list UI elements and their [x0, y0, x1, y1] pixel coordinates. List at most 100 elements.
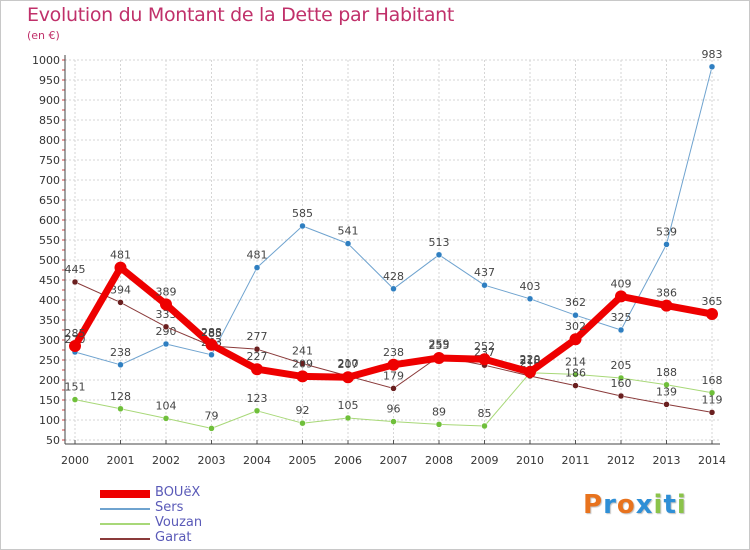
x-tick-label: 2010 — [516, 454, 544, 467]
x-tick-label: 2014 — [698, 454, 726, 467]
x-tick-label: 2008 — [425, 454, 453, 467]
data-label-vouzan: 168 — [702, 374, 723, 387]
data-label-garat: 119 — [702, 393, 723, 406]
data-point-vouzan — [572, 371, 579, 378]
y-tick-label: 1000 — [32, 54, 60, 67]
data-point-garat — [572, 382, 579, 389]
data-label-sers: 541 — [338, 225, 359, 238]
x-tick-label: 2013 — [653, 454, 681, 467]
data-point-sers — [481, 281, 488, 289]
data-point-bou-x — [160, 298, 172, 311]
data-point-garat — [253, 345, 261, 353]
data-label-sers: 362 — [565, 296, 586, 309]
data-point-vouzan — [435, 421, 443, 428]
data-label-garat: 445 — [65, 263, 86, 276]
data-label-garat: 277 — [247, 330, 268, 343]
y-tick-label: 450 — [39, 274, 60, 287]
legend-item-bou-x: BOUëX — [100, 485, 300, 501]
data-label-vouzan: 123 — [247, 392, 268, 405]
data-label-sers: 513 — [429, 236, 450, 249]
legend-label: Sers — [155, 500, 184, 515]
data-label-vouzan: 96 — [387, 403, 401, 416]
y-tick-label: 150 — [39, 394, 60, 407]
data-label-vouzan: 79 — [205, 409, 219, 422]
x-tick-label: 2006 — [334, 454, 362, 467]
data-label-bou-x: 255 — [429, 339, 450, 352]
y-tick-label: 600 — [39, 214, 60, 227]
data-point-sers — [162, 340, 170, 348]
data-label-sers: 403 — [520, 280, 541, 293]
data-point-sers — [617, 326, 625, 334]
data-point-sers — [344, 240, 352, 247]
y-tick-label: 900 — [39, 94, 60, 107]
data-point-garat — [299, 360, 306, 367]
data-label-garat: 186 — [565, 367, 586, 380]
data-point-bou-x — [524, 366, 536, 378]
data-label-sers: 585 — [292, 207, 313, 220]
data-label-vouzan: 85 — [478, 407, 492, 420]
data-point-sers — [253, 264, 261, 271]
proxiti-logo[interactable]: Proxiti — [583, 490, 687, 520]
chart-title: Evolution du Montant de la Dette par Hab… — [27, 4, 455, 26]
legend-swatch — [100, 537, 150, 540]
y-tick-label: 650 — [39, 194, 60, 207]
data-label-bou-x: 389 — [156, 285, 177, 298]
x-tick-label: 2003 — [198, 454, 226, 467]
data-label-garat: 259 — [429, 337, 450, 350]
y-tick-label: 800 — [39, 134, 60, 147]
data-point-vouzan — [117, 405, 124, 413]
data-point-garat — [162, 323, 170, 331]
data-label-sers: 437 — [474, 266, 495, 279]
x-tick-label: 2012 — [607, 454, 635, 467]
y-tick-label: 550 — [39, 234, 60, 247]
legend-swatch — [100, 489, 150, 498]
data-label-sers: 325 — [611, 311, 632, 324]
data-label-garat: 394 — [110, 283, 131, 296]
data-label-garat: 241 — [292, 345, 313, 358]
data-label-sers: 428 — [383, 270, 404, 283]
data-point-sers — [708, 63, 716, 71]
y-tick-label: 50 — [46, 434, 60, 447]
x-tick-label: 2007 — [380, 454, 408, 467]
data-label-bou-x: 285 — [65, 327, 86, 340]
data-label-sers: 290 — [156, 325, 177, 338]
data-point-garat — [117, 299, 124, 306]
data-label-bou-x: 220 — [520, 353, 541, 366]
data-label-bou-x: 302 — [565, 320, 586, 333]
legend-item-vouzan: Vouzan — [100, 515, 300, 531]
data-point-sers — [663, 241, 670, 248]
data-point-sers — [299, 222, 306, 230]
data-label-bou-x: 252 — [474, 340, 495, 353]
data-point-vouzan — [390, 418, 397, 425]
data-point-sers — [117, 361, 124, 369]
data-label-vouzan: 205 — [611, 359, 632, 372]
x-tick-label: 2002 — [152, 454, 180, 467]
data-label-bou-x: 409 — [611, 277, 632, 290]
legend-item-sers: Sers — [100, 500, 300, 516]
data-point-sers — [526, 295, 534, 303]
data-point-vouzan — [71, 396, 79, 403]
data-label-vouzan: 105 — [338, 399, 359, 412]
data-point-vouzan — [663, 381, 670, 389]
data-point-bou-x — [114, 261, 127, 274]
data-label-garat: 139 — [656, 385, 677, 398]
data-point-vouzan — [617, 374, 625, 382]
data-label-vouzan: 92 — [296, 404, 310, 417]
data-point-vouzan — [708, 389, 716, 397]
x-tick-label: 2005 — [289, 454, 317, 467]
legend-label: Garat — [155, 530, 192, 545]
data-label-garat: 210 — [338, 357, 359, 370]
y-tick-label: 500 — [39, 254, 60, 267]
data-point-bou-x — [296, 370, 309, 383]
data-label-vouzan: 214 — [565, 355, 586, 368]
data-point-sers — [390, 285, 397, 293]
data-point-bou-x — [69, 340, 81, 352]
y-tick-label: 100 — [39, 414, 60, 427]
data-point-vouzan — [253, 407, 261, 415]
legend-swatch — [100, 522, 150, 525]
legend: BOUëX Sers Vouzan Garat — [100, 485, 300, 546]
x-tick-label: 2001 — [107, 454, 135, 467]
y-tick-label: 400 — [39, 294, 60, 307]
y-tick-label: 850 — [39, 114, 60, 127]
